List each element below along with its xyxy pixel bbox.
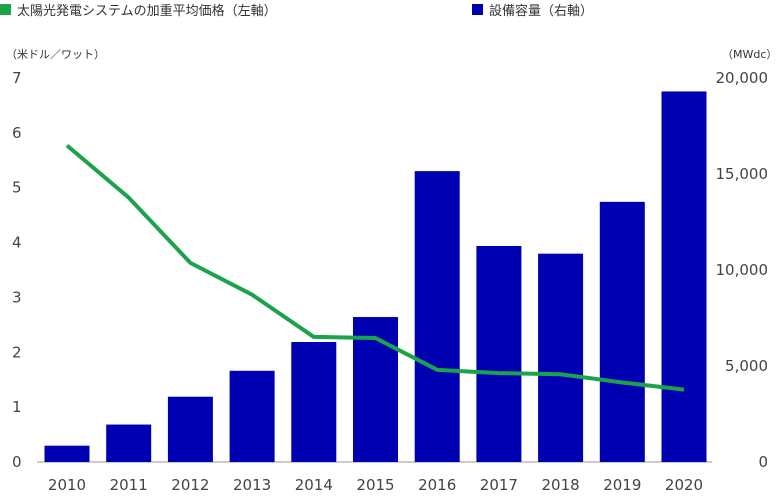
bar-2020: [661, 91, 707, 462]
bar-2010: [44, 445, 90, 462]
right-tick-5,000: 5,000: [725, 357, 768, 375]
legend-line-label: 太陽光発電システムの加重平均価格（左軸）: [17, 3, 277, 19]
legend-line-swatch: [0, 3, 11, 15]
bar-2019: [599, 201, 645, 462]
bar-2012: [167, 396, 213, 462]
legend-bar-label: 設備容量（右軸）: [489, 3, 594, 19]
left-axis-unit: （米ドル／ワット）: [6, 48, 105, 61]
right-tick-10,000: 10,000: [716, 261, 769, 279]
left-tick-2: 2: [12, 343, 22, 361]
right-axis-unit: （MWdc）: [722, 48, 778, 61]
bar-2011: [106, 424, 152, 462]
bar-2017: [476, 246, 522, 462]
bar-2013: [229, 370, 275, 462]
left-tick-0: 0: [12, 453, 22, 471]
left-tick-6: 6: [12, 124, 22, 142]
bar-2016: [414, 171, 460, 462]
left-tick-4: 4: [12, 234, 22, 252]
x-tick-2020: 2020: [665, 476, 703, 494]
right-tick-20,000: 20,000: [716, 69, 769, 87]
x-tick-2017: 2017: [480, 476, 518, 494]
x-tick-2012: 2012: [171, 476, 209, 494]
x-tick-2018: 2018: [542, 476, 580, 494]
legend-bar-swatch: [472, 3, 483, 15]
x-tick-2011: 2011: [110, 476, 148, 494]
left-tick-7: 7: [12, 69, 22, 87]
x-tick-2010: 2010: [48, 476, 86, 494]
left-tick-1: 1: [12, 398, 22, 416]
x-tick-2015: 2015: [356, 476, 394, 494]
x-tick-2019: 2019: [603, 476, 641, 494]
legend-bar: 設備容量（右軸）: [472, 0, 594, 19]
right-axis-ticks: 0 5,000 10,000 15,000 20,000: [716, 69, 769, 471]
bars: [44, 91, 707, 462]
line-series: [65, 143, 685, 392]
bar-2014: [291, 342, 337, 462]
bar-2018: [538, 253, 584, 462]
x-tick-2014: 2014: [295, 476, 333, 494]
x-tick-2013: 2013: [233, 476, 271, 494]
left-axis-ticks: 0 1 2 3 4 5 6 7: [12, 69, 22, 471]
right-tick-15,000: 15,000: [716, 165, 769, 183]
left-tick-5: 5: [12, 179, 22, 197]
x-axis-ticks: 2010 2011 2012 2013 2014 2015 2016 2017 2018 2019…: [48, 476, 703, 494]
bar-2015: [353, 317, 398, 462]
x-tick-2016: 2016: [418, 476, 456, 494]
left-tick-3: 3: [12, 288, 22, 306]
right-tick-0: 0: [758, 453, 768, 471]
legend-line: 太陽光発電システムの加重平均価格（左軸）: [0, 0, 277, 19]
